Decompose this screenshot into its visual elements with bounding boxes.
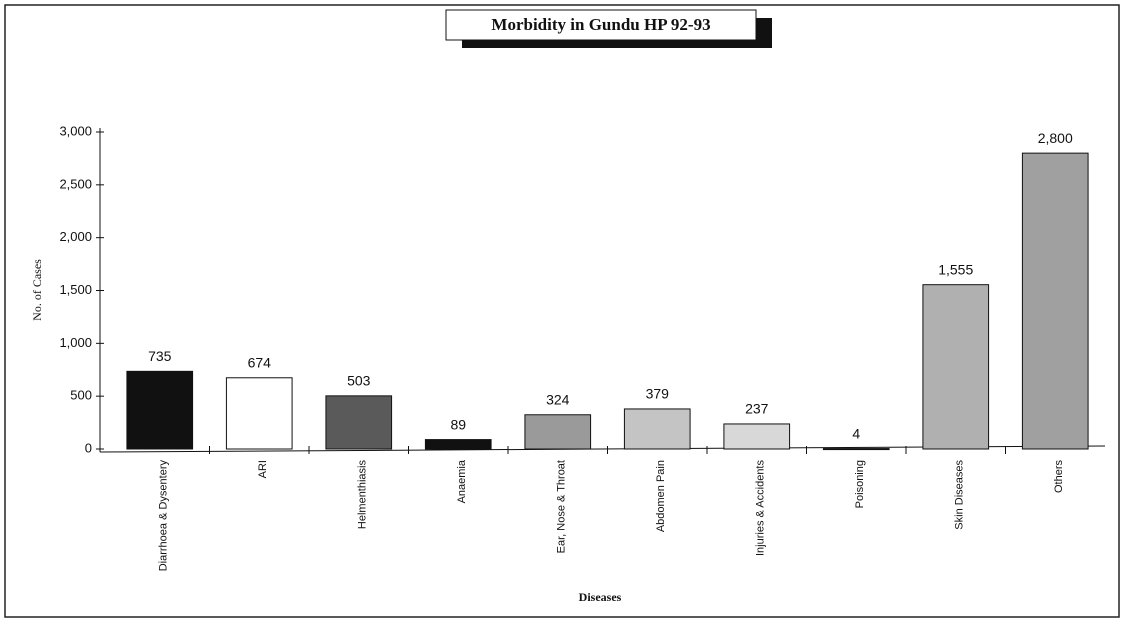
- bar: [424, 439, 492, 450]
- y-tick-label: 2,000: [59, 229, 92, 244]
- y-axis-label: No. of Cases: [30, 259, 44, 321]
- chart-title: Morbidity in Gundu HP 92-93: [491, 15, 710, 34]
- bar: [225, 377, 293, 450]
- value-label: 674: [248, 354, 272, 370]
- y-tick-label: 3,000: [59, 123, 92, 138]
- bar: [1021, 152, 1089, 450]
- x-tick-label: Ear, Nose & Throat: [556, 460, 568, 553]
- value-label: 4: [852, 425, 860, 441]
- x-axis-label: Diseases: [579, 590, 622, 604]
- y-tick-label: 1,500: [59, 282, 92, 297]
- x-tick-label: Others: [1053, 460, 1065, 494]
- value-label: 324: [546, 391, 570, 407]
- title-box: [445, 9, 757, 41]
- y-tick-label: 0: [85, 440, 92, 455]
- y-tick-label: 2,500: [59, 176, 92, 191]
- value-label: 503: [347, 373, 371, 389]
- x-tick-label: Anaemia: [456, 459, 468, 503]
- bar: [126, 370, 194, 450]
- x-tick-label: Poisoning: [854, 460, 866, 508]
- x-tick-label: Abdomen Pain: [655, 460, 667, 532]
- x-tick-label: ARI: [257, 460, 269, 478]
- value-label: 379: [646, 386, 670, 402]
- y-tick-label: 500: [70, 388, 92, 403]
- x-tick-label: Diarrhoea & Dysentery: [158, 460, 170, 572]
- x-tick-label: Skin Diseases: [954, 460, 966, 530]
- bar: [325, 395, 393, 450]
- value-label: 237: [745, 401, 769, 417]
- value-label: 735: [148, 348, 172, 364]
- bar: [524, 414, 592, 450]
- y-tick-label: 1,000: [59, 335, 92, 350]
- bar: [623, 408, 691, 450]
- value-label: 1,555: [938, 261, 973, 277]
- value-label: 2,800: [1038, 130, 1073, 146]
- x-tick-label: Helmenthiasis: [357, 460, 369, 530]
- value-label: 89: [450, 416, 466, 432]
- bar: [922, 284, 990, 450]
- bar: [822, 448, 890, 451]
- x-tick-label: Injuries & Accidents: [755, 460, 767, 556]
- bar: [723, 423, 791, 450]
